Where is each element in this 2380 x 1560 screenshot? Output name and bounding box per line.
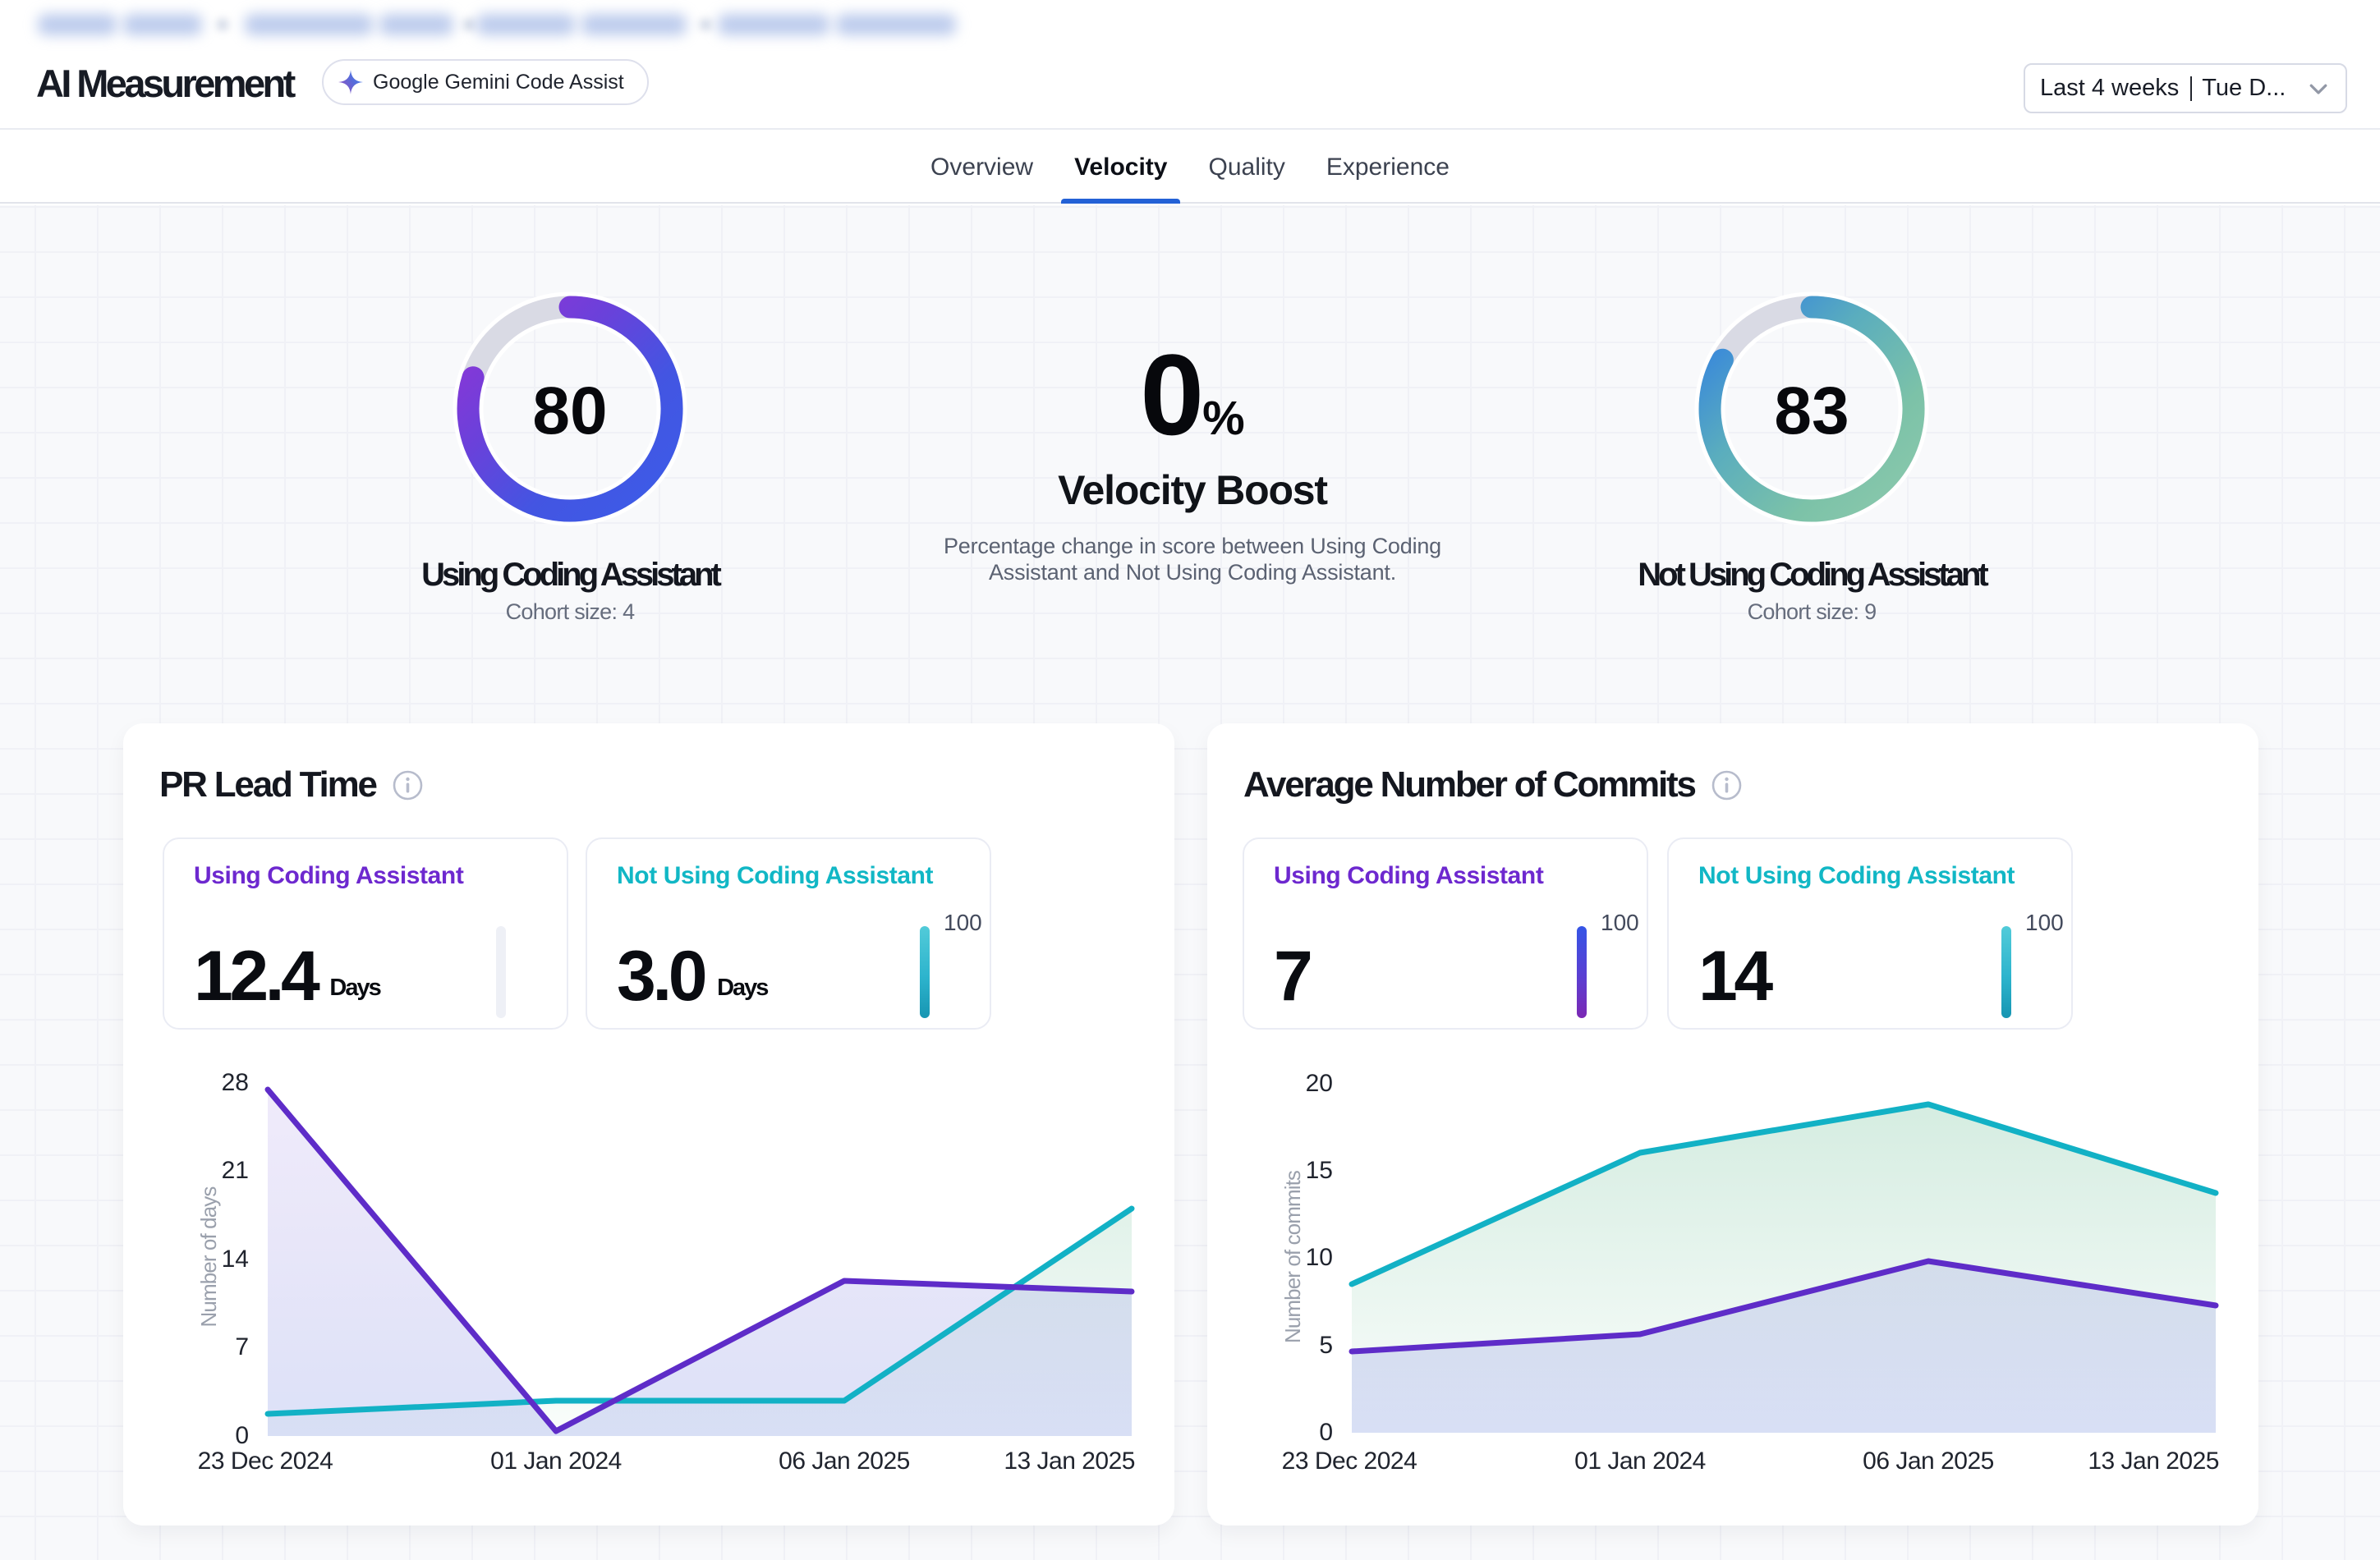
svg-text:06 Jan 2025: 06 Jan 2025: [779, 1448, 910, 1475]
svg-text:06 Jan 2025: 06 Jan 2025: [1863, 1448, 1994, 1475]
svg-text:01 Jan 2024: 01 Jan 2024: [1574, 1448, 1706, 1475]
svg-text:23 Dec 2024: 23 Dec 2024: [1282, 1448, 1417, 1475]
svg-text:01 Jan 2024: 01 Jan 2024: [490, 1448, 622, 1475]
svg-text:13 Jan 2025: 13 Jan 2025: [1004, 1448, 1135, 1475]
svg-text:7: 7: [235, 1333, 249, 1360]
svg-text:0: 0: [235, 1422, 249, 1449]
svg-text:5: 5: [1319, 1332, 1333, 1359]
svg-text:83: 83: [1774, 374, 1849, 448]
svg-text:Number of days: Number of days: [196, 1186, 221, 1328]
svg-text:20: 20: [1306, 1070, 1333, 1097]
svg-text:80: 80: [532, 374, 607, 448]
svg-text:10: 10: [1306, 1244, 1333, 1271]
svg-text:0: 0: [1319, 1419, 1333, 1446]
svg-text:15: 15: [1306, 1157, 1333, 1184]
svg-text:14: 14: [222, 1246, 249, 1273]
svg-text:Number of commits: Number of commits: [1280, 1170, 1305, 1343]
svg-text:23 Dec 2024: 23 Dec 2024: [198, 1448, 333, 1475]
svg-text:13 Jan 2025: 13 Jan 2025: [2088, 1448, 2219, 1475]
svg-text:21: 21: [222, 1157, 249, 1184]
svg-text:28: 28: [222, 1069, 249, 1096]
